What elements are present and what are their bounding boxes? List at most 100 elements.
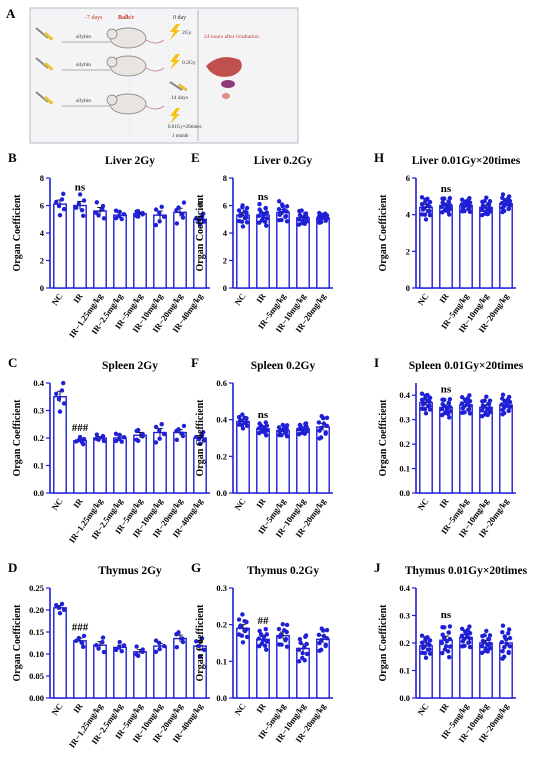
data-point [324,423,330,429]
y-tick-label: 0.0 [216,693,227,703]
data-point [447,404,453,409]
bar [276,211,290,289]
data-point [77,192,83,197]
chart-title: Thymus 0.01Gy×20times [405,565,528,577]
data-point [101,216,107,221]
bar [499,404,513,494]
data-point [442,196,447,201]
data-point [240,612,245,617]
data-point [240,203,245,208]
data-point [419,397,425,402]
data-point [280,422,285,428]
data-point [500,195,505,201]
data-point [499,402,505,407]
data-point [237,632,242,637]
data-point [176,205,181,210]
data-point [201,211,206,216]
data-point [157,640,162,646]
data-point [240,412,245,417]
data-point [283,430,289,435]
data-point [94,432,100,437]
data-point [427,407,433,412]
data-point [153,638,159,643]
y-axis-label: Organ Coefficient [378,399,389,477]
y-tick-label: 0.4 [399,583,410,593]
data-point [427,647,432,652]
bar [113,437,127,494]
data-point [244,627,249,632]
bar [73,440,87,494]
organ-icon [206,57,242,99]
x-tick-label: NC [415,291,430,307]
bar [93,210,107,289]
syringe-icon [35,27,54,41]
data-point [194,216,199,221]
data-point [264,639,270,644]
data-point [440,632,445,637]
experimental-schematic: A -7 days Balb/c 0 day silybin 2Gy silyb… [6,6,299,144]
significance-label: ns [258,191,269,203]
data-point [487,633,493,638]
data-point [304,218,310,224]
data-point [318,425,324,431]
data-point [81,213,86,219]
data-point [153,424,159,430]
chart-title: Thymus 0.2Gy [247,565,319,577]
data-point [242,618,247,624]
data-point [466,407,472,412]
data-point [486,401,491,407]
data-point [486,636,491,642]
data-point [199,636,205,641]
data-point [119,648,124,654]
y-tick-label: 0.1 [33,461,44,471]
data-point [244,215,249,220]
bar [296,217,310,289]
data-point [317,436,322,441]
data-point [74,638,79,643]
data-point [487,205,492,211]
data-point [425,398,430,404]
data-point [100,203,106,209]
data-point [276,199,282,204]
data-point [117,639,122,645]
bar [296,428,310,494]
data-point [447,408,453,414]
data-point [242,415,247,421]
y-tick-label: 0 [406,283,410,293]
y-tick-label: 0.10 [29,649,44,659]
data-point [504,641,510,647]
bar [73,204,87,289]
data-point [264,216,270,221]
data-point [261,634,267,640]
data-point [499,639,505,645]
y-tick-label: 4 [223,228,228,238]
data-point [74,205,79,210]
data-point [483,646,488,651]
data-point [262,219,268,225]
data-point [94,210,99,216]
data-point [423,655,429,661]
data-point [176,427,181,432]
data-point [284,204,290,209]
data-point [278,210,284,216]
y-tick-label: 6 [40,201,44,211]
y-tick-label: 6 [406,173,410,183]
significance-label: ### [72,422,89,434]
data-point [505,631,511,636]
outcome-label: 24 hours after irradiation [204,33,259,40]
panel-letter: G [191,560,201,575]
bar [113,214,127,289]
y-axis-label: Organ Coefficient [195,399,206,477]
y-tick-label: 4 [406,210,411,220]
data-point [480,203,486,208]
y-tick-label: 0.00 [29,693,44,703]
data-point [256,213,262,218]
data-point [467,624,472,629]
data-point [467,196,472,201]
data-point [57,611,63,616]
data-point [54,199,59,205]
data-point [425,635,430,640]
data-point [180,431,185,436]
syringe-icon [169,81,188,92]
